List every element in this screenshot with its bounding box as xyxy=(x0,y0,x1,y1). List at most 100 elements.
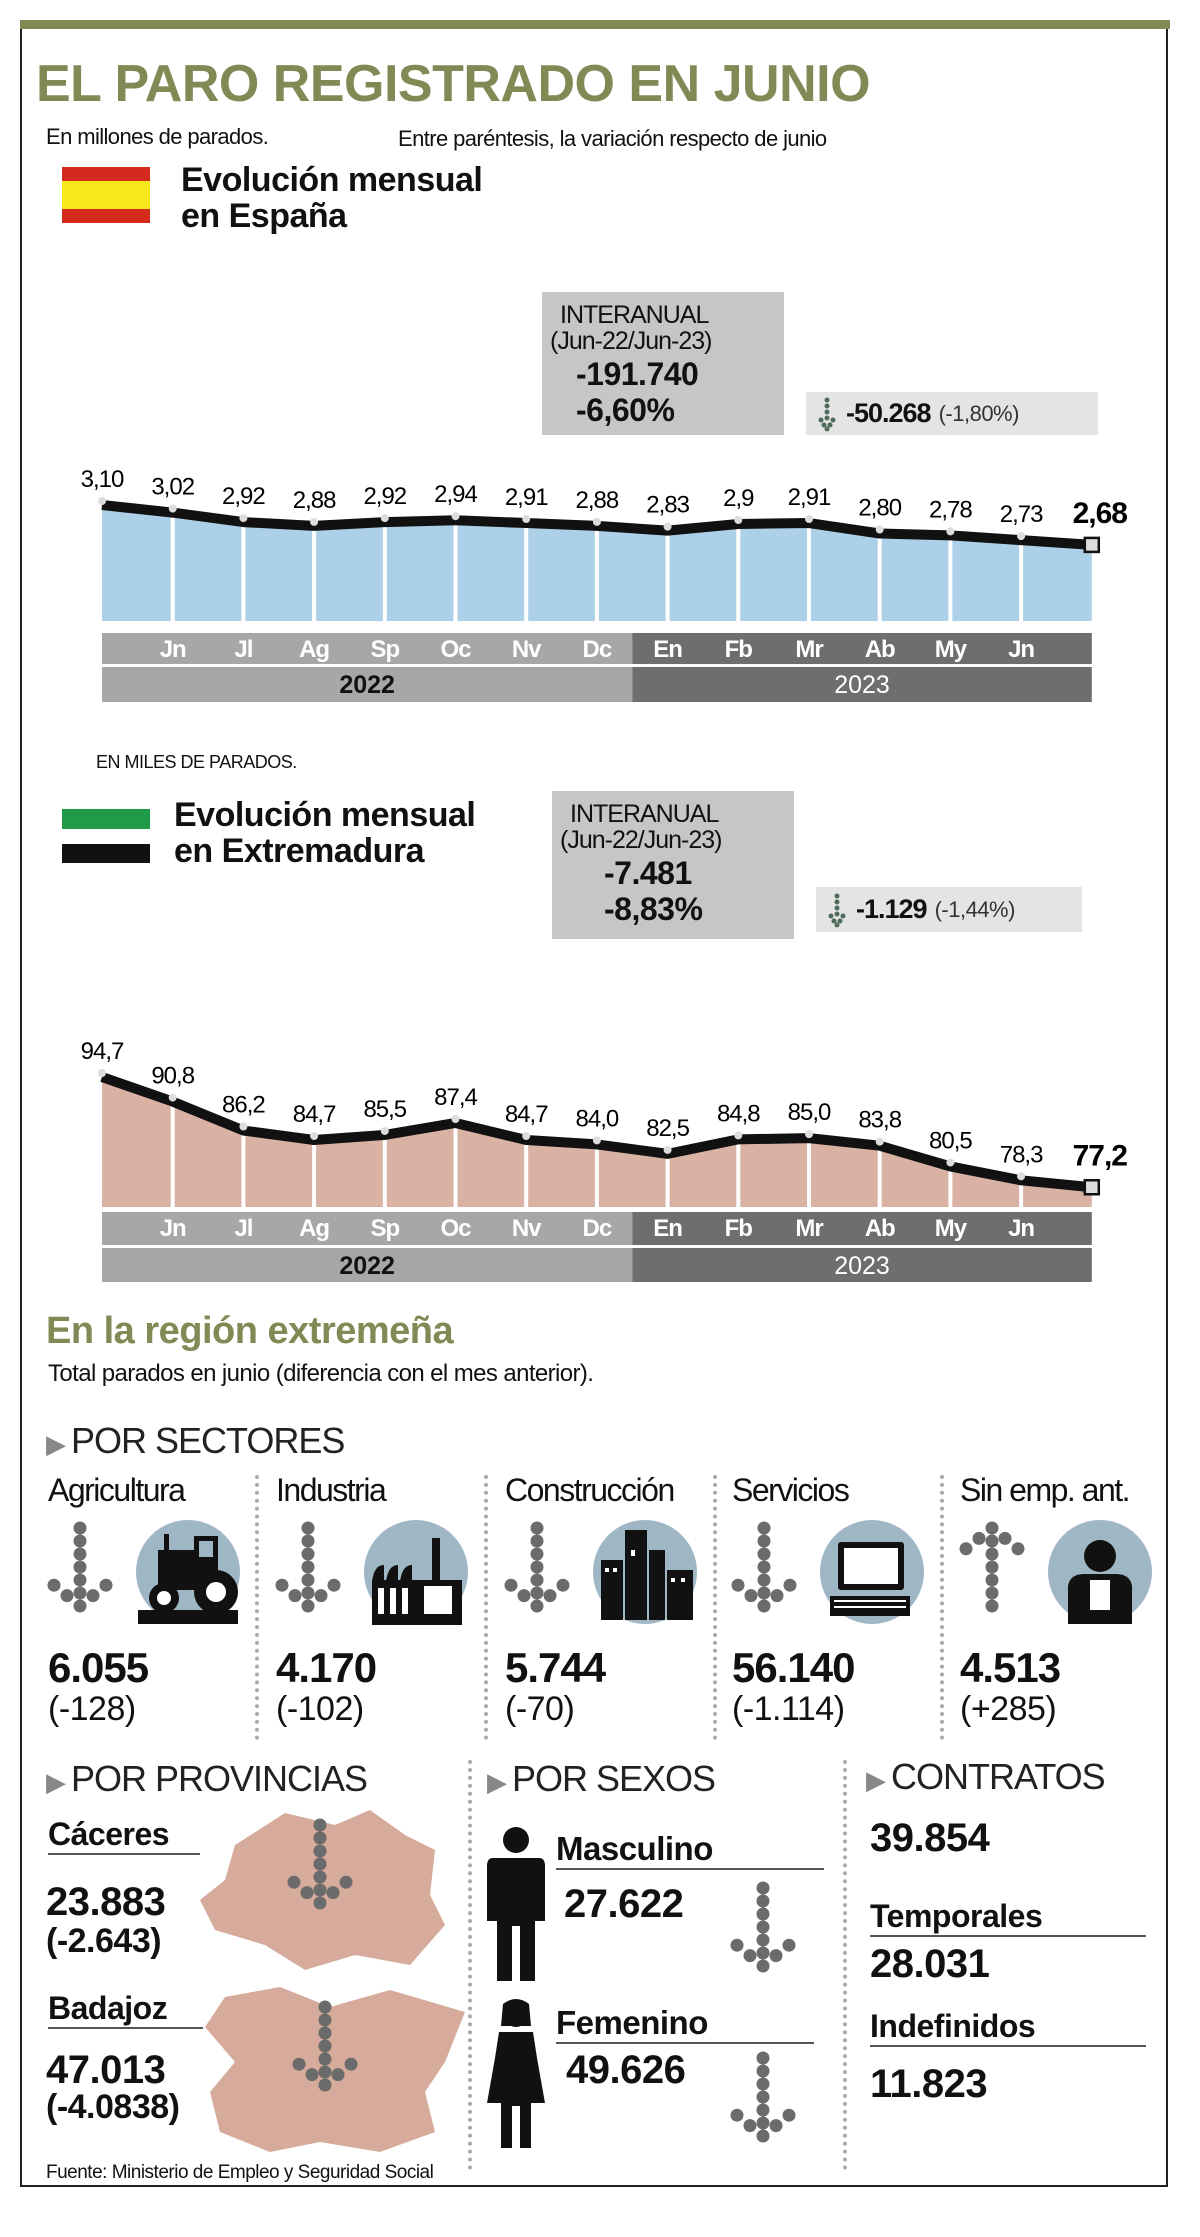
arrow-dot xyxy=(824,403,830,408)
sector-diff: (-70) xyxy=(505,1690,575,1728)
arrow-dot xyxy=(757,1573,771,1587)
divider xyxy=(468,1760,472,2170)
arrow-dot xyxy=(756,2077,770,2091)
extremadura-interanual-box: INTERANUAL (Jun-22/Jun-23) -7.481 -8,83% xyxy=(552,791,794,939)
data-point xyxy=(380,514,389,523)
interanual-period: (Jun-22/Jun-23) xyxy=(550,327,712,355)
arrow-dot xyxy=(756,2090,770,2104)
arrow-dot xyxy=(288,1589,302,1603)
sector-graphics xyxy=(275,1520,468,1625)
data-point xyxy=(98,1069,106,1077)
arrow-dot xyxy=(301,1586,315,1600)
arrow-dot xyxy=(744,1589,758,1603)
data-point xyxy=(734,516,743,524)
data-point xyxy=(1017,1172,1026,1181)
arrow-dot xyxy=(756,2051,770,2065)
arrow-dot xyxy=(757,1560,771,1574)
male-figure-icon xyxy=(487,1827,545,1981)
triangle-icon: ▶ xyxy=(46,1429,66,1459)
arrow-dot xyxy=(530,1547,544,1561)
data-label: 83,8 xyxy=(858,1107,901,1134)
arrow-dot xyxy=(318,2000,332,2014)
month-band-2023 xyxy=(632,1212,1092,1245)
arrow-dot xyxy=(301,1521,315,1535)
arrow-dot xyxy=(837,918,843,923)
arrow-dot xyxy=(730,2108,744,2122)
arrow-dot xyxy=(756,1946,770,1960)
arrow-dot xyxy=(824,426,830,431)
month-tick-label: Sp xyxy=(370,636,399,663)
data-label: 2,83 xyxy=(646,492,689,519)
data-point xyxy=(1017,532,1026,541)
arrow-dot xyxy=(292,2057,306,2071)
divider xyxy=(940,1475,944,1740)
arrow-dot xyxy=(339,1875,353,1889)
down-arrow-dots-icon xyxy=(730,1881,796,1973)
arrow-dot xyxy=(504,1578,518,1592)
month-tick-label: Jl xyxy=(234,636,252,663)
data-label: 84,8 xyxy=(717,1100,760,1127)
unit-note: EN MILES DE PARADOS. xyxy=(96,752,297,772)
data-point xyxy=(522,1132,531,1140)
sex-name-female: Femenino xyxy=(556,2004,814,2044)
arrow-dot xyxy=(824,397,830,402)
arrow-dot xyxy=(834,911,840,916)
title-line: Evolución mensual xyxy=(181,161,483,199)
data-point xyxy=(875,525,884,534)
month-tick-label: Oc xyxy=(440,636,471,663)
arrow-dot xyxy=(327,1578,341,1592)
arrow-dot xyxy=(287,1875,301,1889)
month-tick-label: Nv xyxy=(512,636,542,663)
month-tick-label: Dc xyxy=(583,1215,612,1242)
data-label: 2,92 xyxy=(363,483,406,510)
arrow-dot xyxy=(985,1560,999,1574)
sector-diff: (+285) xyxy=(960,1690,1057,1728)
month-tick-label: Nv xyxy=(512,1215,542,1242)
arrow-dot xyxy=(530,1586,544,1600)
heading-text: POR PROVINCIAS xyxy=(71,1758,368,1799)
worker-icon xyxy=(1048,1520,1152,1624)
arrow-dot xyxy=(301,1534,315,1548)
data-point xyxy=(663,522,672,531)
arrow-dot xyxy=(757,1586,771,1600)
arrow-dot xyxy=(757,1599,771,1613)
month-tick-label: Sp xyxy=(370,1215,399,1242)
arrow-dot xyxy=(331,2068,345,2082)
arrow-dot xyxy=(313,1870,327,1884)
down-arrow-dots-icon xyxy=(731,1521,797,1613)
subtitle-note: Entre paréntesis, la variación respecto … xyxy=(398,126,827,151)
arrow-dot xyxy=(73,1586,87,1600)
spain-monthly-box: -50.268 (-1,80%) xyxy=(806,392,1098,435)
data-point xyxy=(98,497,106,505)
sector-value: 5.744 xyxy=(505,1644,606,1691)
year-band-2022 xyxy=(102,1248,633,1282)
contracts-indefinidos-label: Indefinidos xyxy=(870,2008,1146,2047)
top-accent-bar xyxy=(20,20,1170,29)
arrow-dot xyxy=(757,1534,771,1548)
divider xyxy=(484,1475,488,1740)
data-label: 84,7 xyxy=(505,1101,548,1128)
year-label-2023: 2023 xyxy=(834,671,890,699)
data-point xyxy=(522,515,531,524)
arrow-dot xyxy=(73,1547,87,1561)
arrow-dot xyxy=(73,1534,87,1548)
heading-text: CONTRATOS xyxy=(891,1756,1106,1797)
data-label: 2,88 xyxy=(576,487,619,514)
down-arrow-dots-icon xyxy=(730,1881,796,1973)
interanual-abs: -7.481 xyxy=(604,855,692,891)
data-label: 2,91 xyxy=(505,484,548,511)
month-tick-label: Oc xyxy=(440,1215,471,1242)
down-arrow-dots-icon xyxy=(730,2051,796,2143)
buildings-icon xyxy=(593,1520,697,1624)
down-arrow-dots-icon xyxy=(504,1521,570,1613)
sector-value: 6.055 xyxy=(48,1644,149,1691)
arrow-dot xyxy=(318,2065,332,2079)
interanual-label: INTERANUAL xyxy=(570,800,719,828)
sector-diff: (-128) xyxy=(48,1690,136,1728)
arrow-dot xyxy=(73,1573,87,1587)
arrow-dot xyxy=(731,1578,745,1592)
arrow-dot xyxy=(326,1886,340,1900)
data-point xyxy=(805,515,813,524)
data-label: 80,5 xyxy=(929,1127,972,1154)
arrow-dot xyxy=(828,913,834,918)
